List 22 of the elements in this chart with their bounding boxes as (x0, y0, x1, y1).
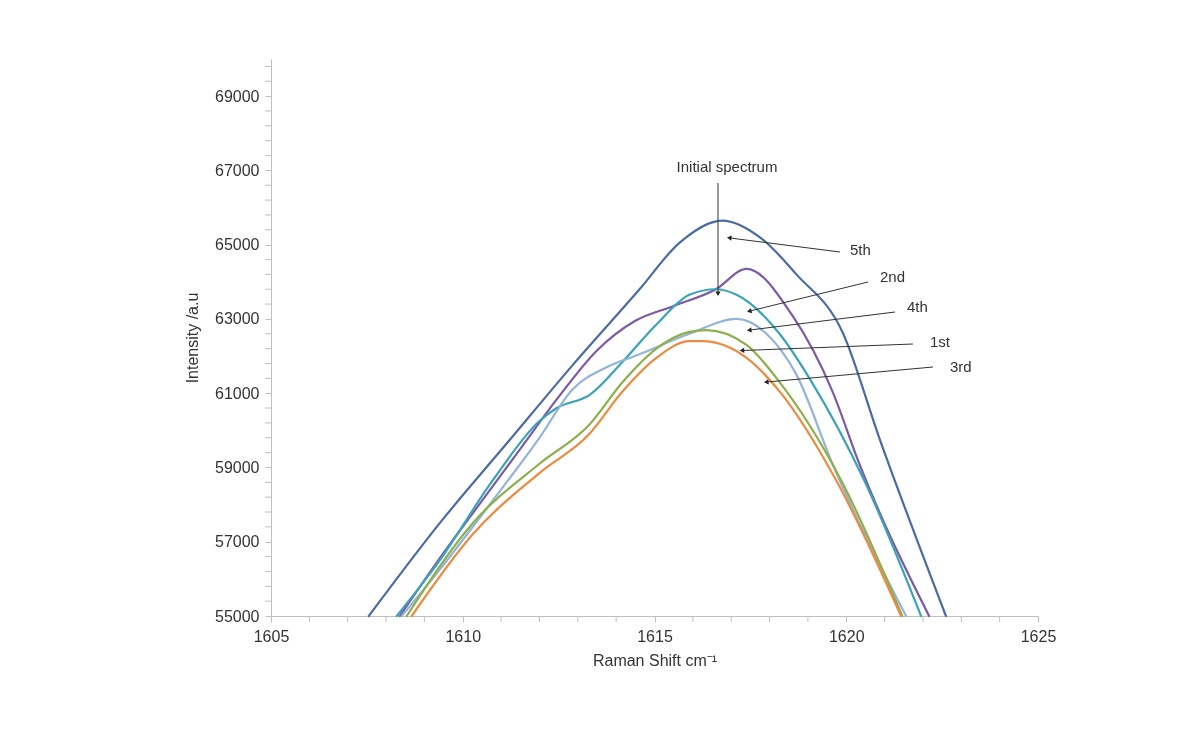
x-axis-title: Raman Shift cm⁻¹ (592, 651, 718, 669)
x-tick-label: 1615 (637, 627, 673, 645)
y-tick-label: 55000 (215, 607, 260, 625)
annotation: 3rd (950, 358, 972, 375)
y-axis-title: Intensity /a.u (184, 292, 202, 384)
x-tick-label: 1620 (828, 627, 865, 645)
x-tick-label: 1605 (253, 627, 290, 645)
y-tick-label: 69000 (215, 87, 260, 105)
annotation: 1st (930, 333, 951, 350)
line-series (367, 219, 948, 618)
y-tick-label: 63000 (215, 310, 260, 328)
y-tick-label: 65000 (215, 236, 260, 254)
y-tick-label: 61000 (215, 384, 260, 402)
y-tick-label: 67000 (215, 161, 260, 179)
y-tick-label: 59000 (215, 458, 260, 476)
annotation: 4th (907, 298, 928, 315)
annotation: 5th (850, 241, 871, 258)
x-tick-label: 1625 (1020, 627, 1057, 645)
x-tick-label: 1610 (445, 627, 482, 645)
y-tick-label: 57000 (215, 533, 260, 551)
annotation: 2nd (880, 268, 906, 285)
annotation: Initial spectrum (676, 158, 778, 175)
